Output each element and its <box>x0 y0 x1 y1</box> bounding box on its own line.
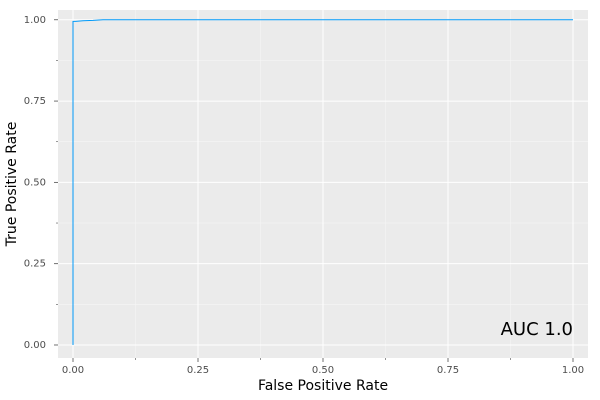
x-tick-label: 0.25 <box>187 365 209 376</box>
y-tick-label: 0.25 <box>24 259 46 270</box>
y-tick-label: 1.00 <box>24 15 46 26</box>
annotation: AUC 1.0 <box>501 319 573 340</box>
y-tick-label: 0.50 <box>24 177 46 188</box>
y-axis-title: True Positive Rate <box>4 122 20 248</box>
roc-line <box>72 19 573 345</box>
y-tick-label: 0.75 <box>24 96 46 107</box>
x-tick-label: 0.50 <box>312 365 334 376</box>
x-tick-label: 0.75 <box>437 365 459 376</box>
x-tick-label: 0.00 <box>62 365 84 376</box>
x-tick-label: 1.00 <box>562 365 584 376</box>
y-tick-label: 0.00 <box>24 340 46 351</box>
x-axis-title: False Positive Rate <box>258 378 388 394</box>
